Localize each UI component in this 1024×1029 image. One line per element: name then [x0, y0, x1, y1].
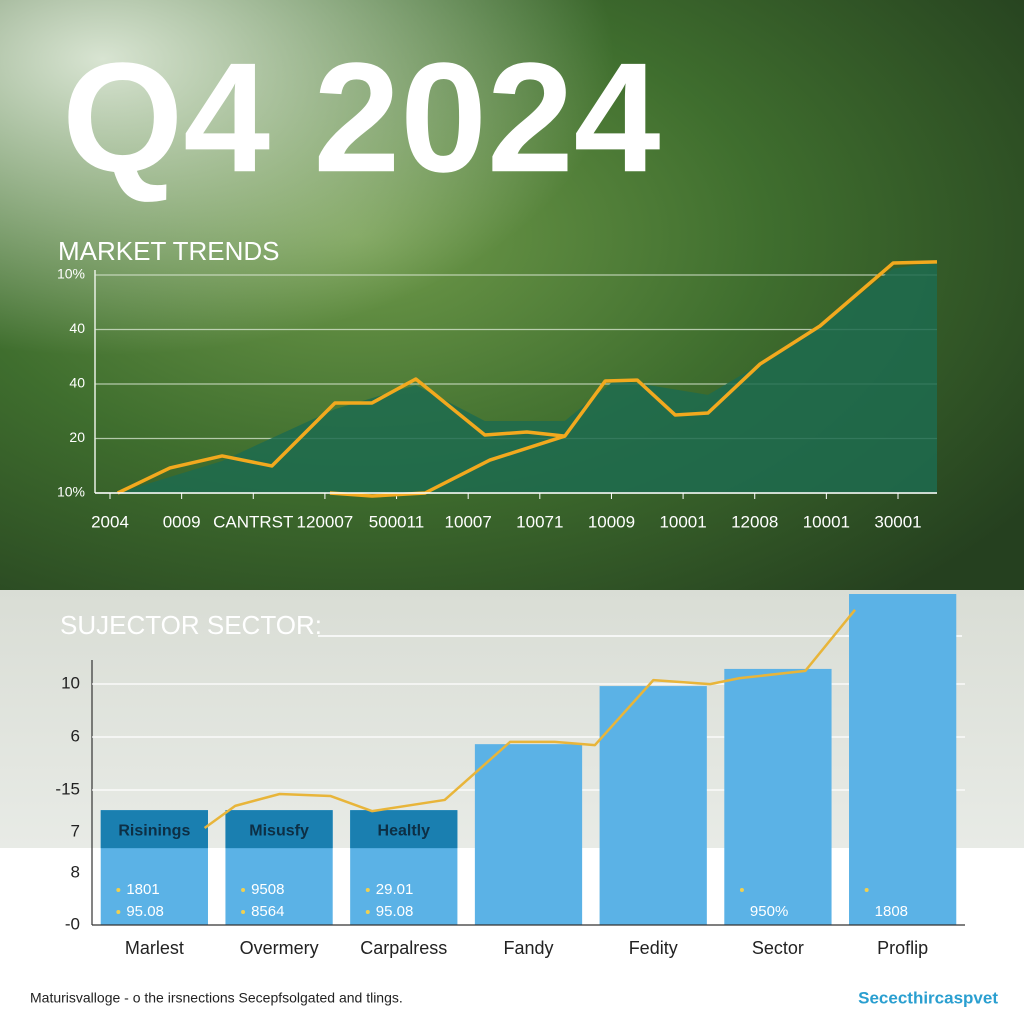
- y-tick-label: -15: [55, 779, 80, 798]
- x-tick-label: 120007: [297, 512, 354, 531]
- x-tick-label: Proflip: [877, 938, 928, 958]
- y-tick-label: 10%: [57, 484, 85, 500]
- area: [117, 261, 937, 493]
- bullet: [241, 910, 246, 914]
- brand: Sececthircaspvet: [858, 988, 998, 1007]
- x-tick-label: 10007: [445, 512, 492, 531]
- x-tick-label: Overmery: [240, 938, 319, 958]
- x-tick-label: 10001: [659, 512, 706, 531]
- x-tick-label: Marlest: [125, 938, 184, 958]
- x-tick-label: Sector: [752, 938, 804, 958]
- bar-header-label: Risinings: [118, 822, 190, 839]
- bar-note: 95.08: [376, 903, 414, 920]
- bullet: [864, 888, 869, 892]
- x-tick-label: CANTRST: [213, 512, 293, 531]
- y-tick-label: 40: [69, 375, 85, 391]
- y-tick-label: 10: [61, 673, 80, 692]
- x-tick-label: 500011: [369, 512, 424, 531]
- x-tick-label: 10071: [516, 512, 563, 531]
- x-tick-label: 10009: [588, 512, 635, 531]
- bar: [849, 594, 957, 925]
- bar-note: 9508: [251, 881, 284, 898]
- footer-text: Maturisvalloge - o the irsnections Secep…: [30, 990, 403, 1006]
- bullet: [739, 888, 744, 892]
- page-title: Q4 2024: [62, 31, 660, 205]
- bullet: [365, 888, 370, 892]
- y-tick-label: -0: [65, 914, 80, 933]
- x-tick-label: 12008: [731, 512, 778, 531]
- y-tick-label: 6: [71, 726, 80, 745]
- x-tick-label: 10001: [803, 512, 850, 531]
- chart-title: SUJECTOR SECTOR:: [60, 610, 322, 640]
- bar: [599, 686, 707, 925]
- bar-header: [225, 810, 333, 849]
- bar-header-label: Misusfy: [249, 822, 309, 839]
- line: [203, 609, 856, 829]
- bar-note: 8564: [251, 903, 284, 920]
- y-tick-label: 40: [69, 320, 85, 336]
- x-tick-label: 0009: [163, 512, 201, 531]
- bar-note: 950%: [750, 903, 788, 920]
- bar-note: 29.01: [376, 881, 414, 898]
- line: [116, 377, 566, 495]
- y-tick-label: 20: [69, 429, 85, 445]
- bullet: [116, 910, 121, 914]
- x-tick-label: 2004: [91, 512, 129, 531]
- bar-note: 1801: [126, 881, 159, 898]
- bullet: [116, 888, 121, 892]
- bullet: [241, 888, 246, 892]
- bar: [474, 744, 583, 925]
- chart-title: MARKET TRENDS: [58, 236, 280, 266]
- bar-note: 95.08: [126, 903, 164, 920]
- y-tick-label: 8: [71, 862, 80, 881]
- y-tick-label: 10%: [57, 266, 85, 282]
- x-tick-label: Fandy: [503, 938, 553, 958]
- bullet: [365, 910, 370, 914]
- x-tick-label: Carpalress: [360, 938, 447, 958]
- x-tick-label: 30001: [874, 512, 921, 531]
- bar-header-label: Healtly: [378, 822, 431, 839]
- bar: [724, 668, 832, 925]
- bar-header: [100, 810, 208, 849]
- x-tick-label: Fedity: [629, 938, 678, 958]
- bar-note: 1808: [875, 903, 908, 920]
- y-tick-label: 7: [71, 821, 80, 840]
- bar-header: [350, 810, 458, 849]
